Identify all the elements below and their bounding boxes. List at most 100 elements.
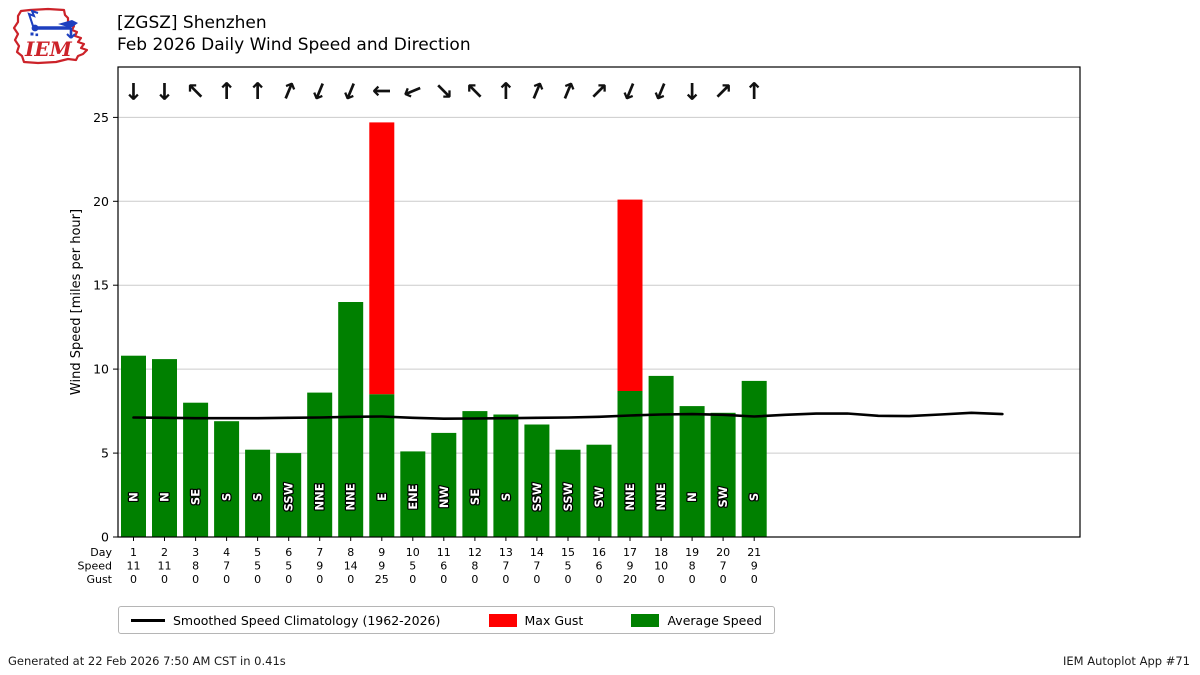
table-cell: 4	[223, 546, 230, 559]
wind-arrow-icon: ↑	[155, 77, 174, 103]
wind-arrow-icon: ↑	[648, 74, 676, 105]
table-cell: 0	[471, 573, 478, 586]
table-cell: 0	[192, 573, 199, 586]
table-cell: 9	[751, 560, 758, 573]
table-cell: 0	[751, 573, 758, 586]
direction-label: S	[220, 493, 234, 501]
average-speed-bar	[586, 444, 612, 537]
table-cell: 7	[533, 560, 540, 573]
direction-label: E	[375, 493, 389, 501]
wind-arrow-icon: ↑	[554, 76, 582, 107]
table-cell: 6	[285, 546, 292, 559]
y-tick-label: 20	[93, 194, 109, 209]
y-tick-label: 0	[101, 530, 109, 545]
table-cell: 14	[344, 560, 358, 573]
y-tick-label: 10	[93, 362, 109, 377]
legend-label-climatology: Smoothed Speed Climatology (1962-2026)	[173, 612, 441, 628]
table-cell: 1	[130, 546, 137, 559]
wind-arrow-icon: ↑	[460, 76, 492, 108]
wind-arrow-icon: ↑	[370, 81, 396, 100]
table-cell: 0	[440, 573, 447, 586]
table-cell: 21	[747, 546, 761, 559]
climatology-line-swatch-icon	[131, 618, 165, 622]
table-cell: 5	[285, 560, 292, 573]
direction-label: SSW	[561, 482, 575, 511]
y-tick-label: 5	[101, 446, 109, 461]
table-cell: 5	[565, 560, 572, 573]
table-cell: 6	[596, 560, 603, 573]
direction-label: N	[158, 492, 172, 502]
table-cell: 19	[685, 546, 699, 559]
wind-arrow-icon: ↑	[706, 76, 738, 108]
table-cell: 0	[223, 573, 230, 586]
average-speed-bar	[338, 302, 364, 537]
table-cell: 0	[720, 573, 727, 586]
wind-arrow-icon: ↑	[274, 76, 302, 107]
average-speed-bar	[617, 391, 643, 537]
table-cell: 0	[689, 573, 696, 586]
table-cell: 13	[499, 546, 513, 559]
y-tick-label: 25	[93, 110, 109, 125]
max-gust-bar	[617, 199, 643, 391]
average-speed-bar	[741, 380, 767, 537]
table-cell: 14	[530, 546, 544, 559]
direction-label: SE	[468, 489, 482, 505]
wind-arrow-icon: ↑	[617, 74, 645, 105]
average-speed-bar	[679, 406, 705, 537]
table-cell: 0	[130, 573, 137, 586]
legend-label-max-gust: Max Gust	[524, 612, 584, 628]
table-cell: 17	[623, 546, 637, 559]
wind-chart: N↑N↑SE↑S↑S↑SSW↑NNE↑NNE↑E↑ENE↑NW↑SE↑S↑SSW…	[69, 66, 1081, 586]
table-cell: 20	[623, 573, 637, 586]
table-cell: 0	[658, 573, 665, 586]
wind-arrow-icon: ↑	[496, 79, 515, 105]
direction-label: SW	[592, 486, 606, 507]
average-speed-bar	[152, 359, 177, 537]
direction-label: SSW	[530, 482, 544, 511]
legend-item-climatology: Smoothed Speed Climatology (1962-2026)	[131, 613, 440, 628]
table-cell: 11	[127, 560, 141, 573]
table-cell: 0	[596, 573, 603, 586]
chart-legend: Smoothed Speed Climatology (1962-2026) M…	[118, 606, 775, 634]
table-cell: 7	[316, 546, 323, 559]
average-speed-bar	[276, 453, 302, 537]
table-cell: 25	[375, 573, 389, 586]
table-cell: 0	[254, 573, 261, 586]
wind-arrow-icon: ↑	[248, 79, 267, 105]
wind-arrow-icon: ↑	[306, 74, 334, 105]
table-cell: 0	[161, 573, 168, 586]
wind-arrow-icon: ↑	[217, 79, 236, 105]
iem-logo: IEM	[12, 7, 89, 65]
table-cell: 6	[440, 560, 447, 573]
average-speed-bar	[710, 412, 736, 537]
y-tick-label: 15	[93, 278, 109, 293]
max-gust-swatch-icon	[488, 613, 517, 627]
direction-label: SW	[716, 486, 730, 507]
direction-label: S	[251, 493, 265, 501]
table-cell: 9	[316, 560, 323, 573]
wind-arrow-icon: ↑	[582, 76, 614, 108]
direction-label: NW	[437, 486, 451, 509]
wind-vane-icon	[27, 9, 78, 39]
table-cell: 9	[378, 560, 385, 573]
direction-label: NNE	[344, 483, 358, 510]
table-cell: 0	[285, 573, 292, 586]
plot-title: Feb 2026 Daily Wind Speed and Direction	[117, 35, 471, 55]
table-cell: 9	[627, 560, 634, 573]
iem-logo-text: IEM	[24, 37, 73, 61]
table-cell: 12	[468, 546, 482, 559]
climatology-line	[132, 411, 1004, 421]
wind-arrow-icon: ↑	[398, 77, 429, 105]
wind-arrow-icon: ↑	[337, 74, 365, 105]
legend-item-max-gust: Max Gust	[488, 612, 584, 628]
table-cell: 5	[409, 560, 416, 573]
table-cell: 7	[502, 560, 509, 573]
generated-timestamp: Generated at 22 Feb 2026 7:50 AM CST in …	[8, 654, 286, 668]
table-row-label: Gust	[86, 573, 112, 586]
wind-arrow-icon: ↑	[180, 76, 212, 108]
average-speed-bar	[648, 375, 674, 537]
wind-arrow-icon: ↑	[745, 79, 764, 105]
table-cell: 8	[347, 546, 354, 559]
direction-label: N	[127, 492, 141, 502]
